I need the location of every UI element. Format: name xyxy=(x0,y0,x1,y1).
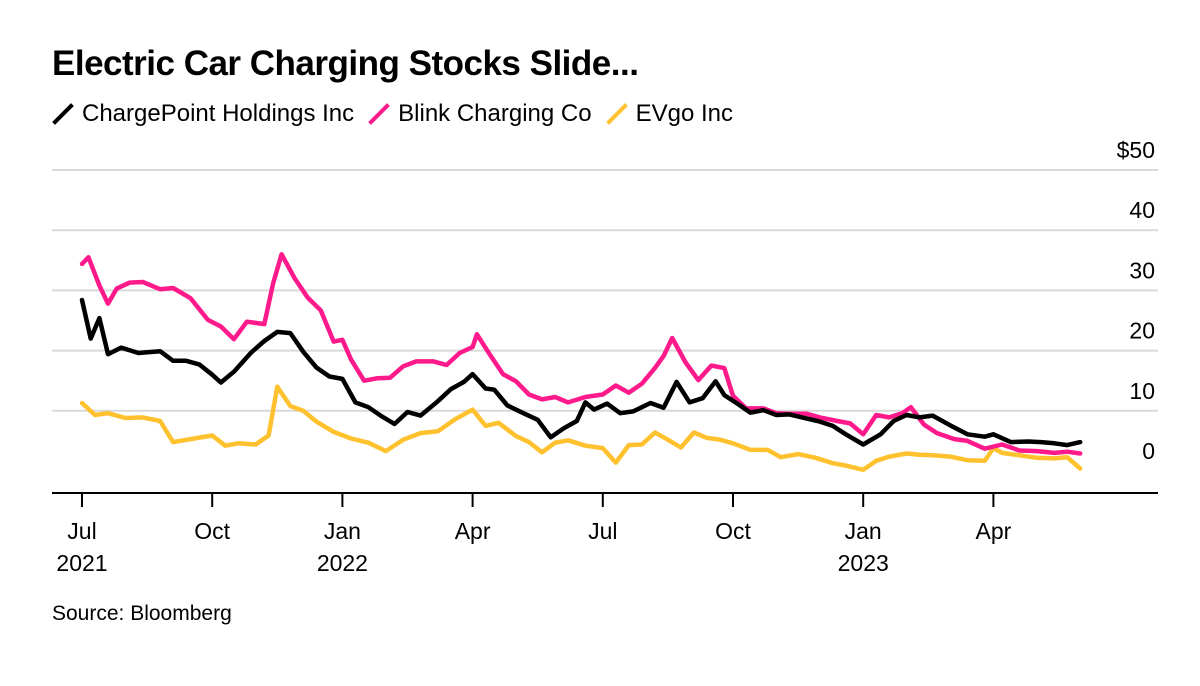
series-line-evgo-inc xyxy=(79,384,1083,473)
series-line-blink-charging-co xyxy=(79,252,1083,456)
legend-item-evgo: EVgo Inc xyxy=(605,100,733,128)
x-tick-year-label: 2023 xyxy=(838,550,889,576)
chart-title: Electric Car Charging Stocks Slide... xyxy=(52,44,639,83)
legend-swatch-chargepoint xyxy=(52,103,74,125)
y-tick-label: 10 xyxy=(1129,378,1155,404)
legend-label-chargepoint: ChargePoint Holdings Inc xyxy=(82,100,355,127)
gridlines xyxy=(52,169,1158,412)
y-tick-label: 0 xyxy=(1142,438,1155,464)
legend-item-chargepoint: ChargePoint Holdings Inc xyxy=(52,100,354,128)
x-tick-label: Jan xyxy=(845,518,882,544)
x-tick-label: Oct xyxy=(194,518,230,544)
x-tick-label: Jul xyxy=(588,518,617,544)
x-tick-year-label: 2022 xyxy=(317,550,368,576)
legend-swatch-evgo xyxy=(605,103,628,125)
legend-swatch-blink xyxy=(368,103,390,125)
y-tick-label: 40 xyxy=(1129,197,1155,223)
legend-label-evgo: EVgo Inc xyxy=(635,100,733,127)
x-tick-year-label: 2021 xyxy=(56,550,107,576)
y-tick-label: $50 xyxy=(1117,137,1155,163)
source-note: Source: Bloomberg xyxy=(52,602,232,625)
series-lines xyxy=(79,252,1083,473)
axes: $50 40 30 20 10 0 Jul 2021 Oct Jan 2022 Apr Jul Oct Ja… xyxy=(52,137,1158,576)
series-line-chargepoint-holdings-inc xyxy=(79,297,1083,448)
y-tick-label: 30 xyxy=(1129,257,1155,283)
y-tick-label: 20 xyxy=(1129,318,1155,344)
chart-legend: ChargePoint Holdings Inc Blink Charging … xyxy=(52,100,747,128)
legend-item-blink: Blink Charging Co xyxy=(368,100,592,128)
x-tick-label: Apr xyxy=(976,518,1012,544)
line-chart: $50 40 30 20 10 0 Jul 2021 Oct Jan 2022 Apr Jul Oct Ja… xyxy=(52,137,1158,576)
x-tick-label: Apr xyxy=(455,518,491,544)
x-tick-label: Oct xyxy=(715,518,751,544)
legend-label-blink: Blink Charging Co xyxy=(398,100,592,127)
x-tick-label: Jul xyxy=(67,518,96,544)
x-tick-label: Jan xyxy=(324,518,361,544)
